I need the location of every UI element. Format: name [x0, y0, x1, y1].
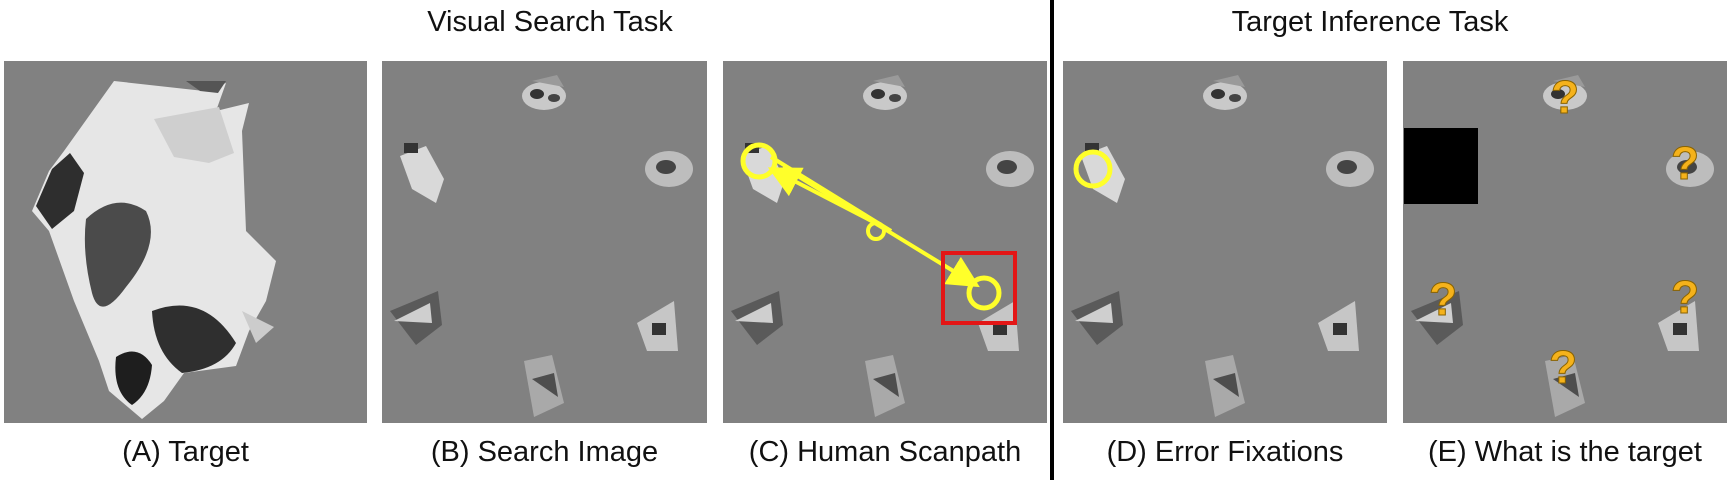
object-left-lower: [1071, 291, 1123, 345]
object-left-upper: [400, 143, 444, 203]
question-mark-left-lower: ?: [1429, 273, 1457, 325]
panel-target: [4, 61, 367, 423]
question-mark-bottom: ?: [1549, 341, 1577, 393]
object-right-upper: [645, 151, 693, 187]
object-top: [1543, 75, 1587, 110]
error-fixations-image: [1071, 75, 1374, 417]
object-right-lower: [978, 301, 1019, 351]
object-right-lower: [1318, 301, 1359, 351]
caption-what-is-the-target: (E) What is the target: [1428, 436, 1702, 468]
visual-search-task-title: Visual Search Task: [427, 6, 673, 38]
search-image: [390, 75, 693, 417]
scanpath-image: [731, 75, 1034, 417]
panel-error-fixations: [1063, 61, 1387, 423]
object-bottom: [524, 355, 564, 417]
caption-error-fixations: (D) Error Fixations: [1106, 436, 1344, 468]
object-bottom: [1205, 355, 1245, 417]
target-cow-image: [32, 81, 276, 419]
fixation-2: [866, 221, 886, 241]
object-left-lower: [1411, 291, 1463, 345]
object-left-lower: [731, 291, 783, 345]
object-right-upper: [1326, 151, 1374, 187]
fixation-1: [740, 142, 778, 180]
object-left-upper: [1081, 143, 1125, 203]
object-right-lower: [637, 301, 678, 351]
object-right-upper: [986, 151, 1034, 187]
section-divider: [1050, 0, 1054, 480]
question-mark-right-upper: ?: [1671, 137, 1699, 189]
object-top: [522, 75, 566, 110]
fixation-3: [966, 275, 1002, 311]
question-mark-top: ?: [1551, 71, 1579, 123]
masked-region: [1404, 128, 1478, 204]
cow-target: [32, 81, 276, 419]
object-top: [1203, 75, 1247, 110]
object-right-lower: [1658, 301, 1699, 351]
error-fixation: [1073, 149, 1113, 189]
panel-what-is-the-target: ? ? ? ? ?: [1403, 61, 1727, 423]
object-top: [863, 75, 907, 110]
question-mark-right-lower: ?: [1671, 271, 1699, 323]
target-inference-task-title: Target Inference Task: [1231, 6, 1509, 38]
caption-human-scanpath: (C) Human Scanpath: [748, 436, 1022, 468]
target-inference-image: ? ? ? ? ?: [1404, 71, 1714, 417]
caption-search-image: (B) Search Image: [430, 436, 659, 468]
panel-search-image: [382, 61, 707, 423]
caption-target: (A) Target: [122, 436, 249, 468]
object-bottom: [1545, 355, 1585, 417]
object-right-upper: [1666, 151, 1714, 187]
target-box: [941, 251, 1017, 325]
panel-human-scanpath: [723, 61, 1047, 423]
object-bottom: [865, 355, 905, 417]
object-left-lower: [390, 291, 442, 345]
